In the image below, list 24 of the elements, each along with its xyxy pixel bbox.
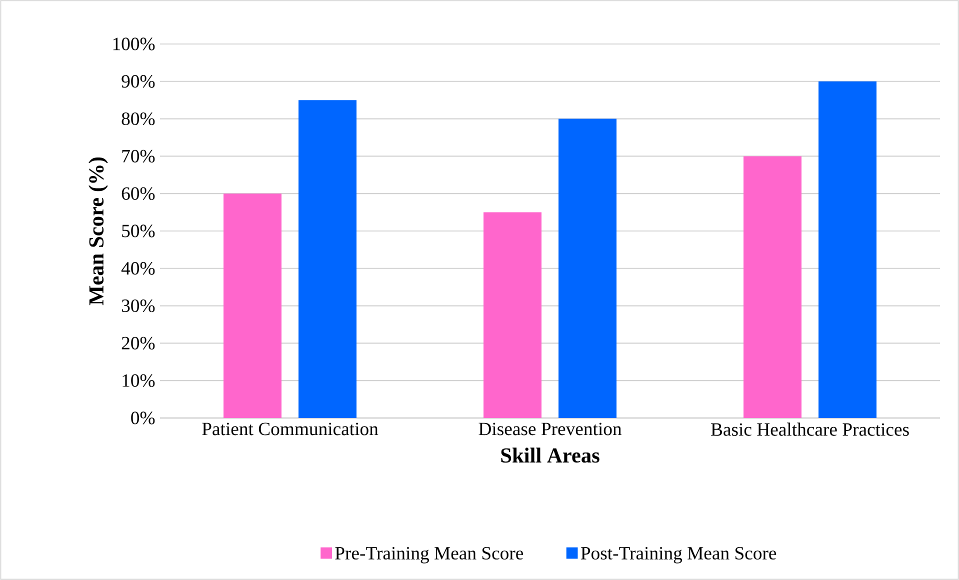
y-tick-label: 70% xyxy=(122,150,155,163)
x-tick-label: Patient Communication xyxy=(202,422,378,436)
y-tick-label: 90% xyxy=(122,75,155,88)
legend-label: Pre-Training Mean Score xyxy=(335,547,524,564)
y-axis-title: Mean Score (%) xyxy=(88,157,108,306)
bar xyxy=(484,212,542,418)
y-tick-label: 50% xyxy=(122,224,155,238)
y-tick-label: 10% xyxy=(122,374,155,387)
bar xyxy=(744,156,802,418)
legend-label: Post-Training Mean Score xyxy=(580,547,776,564)
y-tick-label: 60% xyxy=(122,187,155,200)
x-tick-label: Disease Prevention xyxy=(478,422,622,436)
y-tick-label: 80% xyxy=(122,112,155,126)
x-tick-label: Basic Healthcare Practices xyxy=(711,422,909,436)
y-tick-label: 100% xyxy=(113,38,155,50)
y-tick-label: 20% xyxy=(122,336,155,350)
bar xyxy=(818,81,877,418)
bar xyxy=(224,194,282,418)
bar xyxy=(298,100,357,418)
y-tick-label: 0% xyxy=(131,412,155,424)
bar xyxy=(558,118,617,418)
x-axis-title: Skill Areas xyxy=(501,448,600,463)
y-tick-label: 40% xyxy=(121,262,155,275)
y-tick-label: 30% xyxy=(122,299,155,312)
